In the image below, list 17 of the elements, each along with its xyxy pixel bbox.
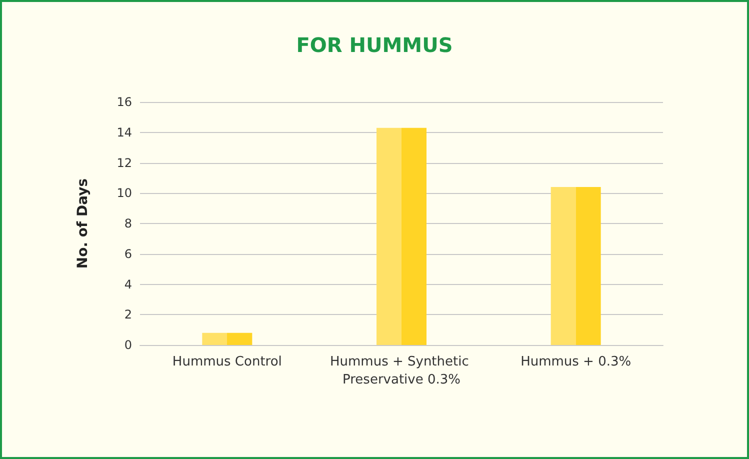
x-tick-label: Hummus + 0.3% — [520, 354, 632, 370]
y-tick-label: 10 — [116, 186, 132, 200]
y-tick-label: 4 — [124, 277, 132, 292]
x-tick-label: Hummus + Synthetic Preservative 0.3% — [330, 354, 474, 388]
y-tick-label: 0 — [124, 338, 132, 352]
y-tick-label: 14 — [116, 125, 132, 140]
y-tick-label: 8 — [124, 216, 132, 230]
y-tick-label: 2 — [124, 308, 132, 322]
bar — [550, 187, 601, 345]
y-tick-label: 16 — [116, 95, 132, 109]
x-tick-label: Hummus Control — [172, 354, 282, 370]
y-axis-title: No. of Days — [75, 178, 91, 269]
bar — [202, 332, 252, 345]
bar — [376, 128, 426, 345]
chart-title: FOR HUMMUS — [296, 33, 453, 57]
y-tick-label: 6 — [124, 246, 132, 261]
y-tick-label: 12 — [116, 156, 132, 170]
